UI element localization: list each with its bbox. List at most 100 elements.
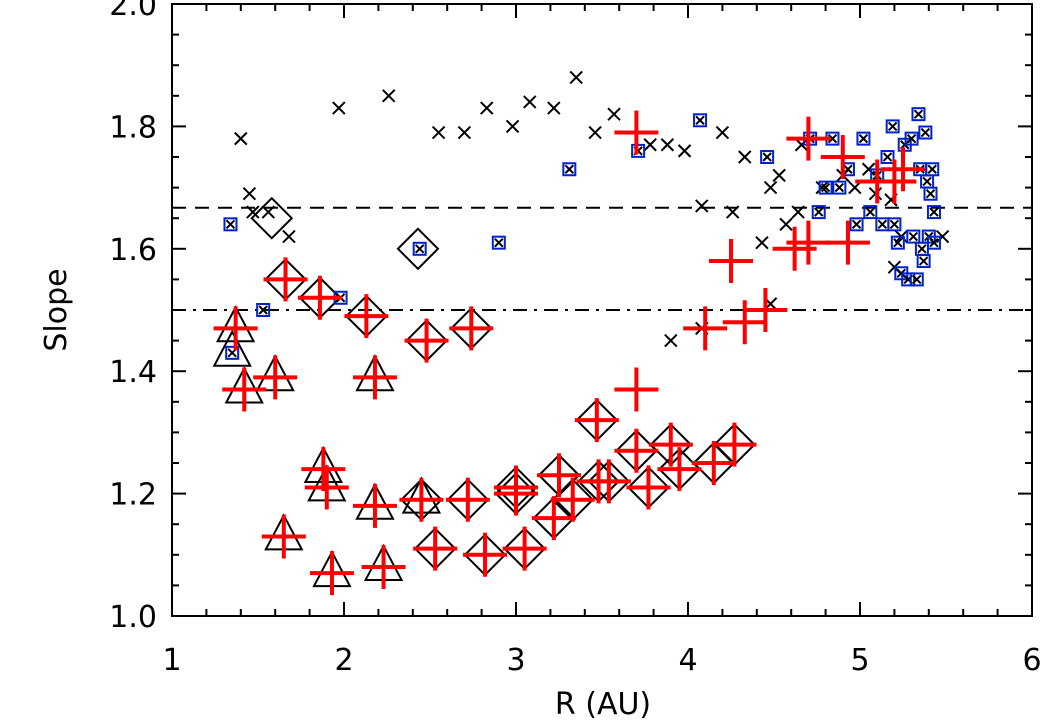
x-point bbox=[382, 89, 396, 103]
plus-point bbox=[413, 526, 458, 571]
x-point bbox=[794, 138, 809, 152]
boxed-x-point bbox=[818, 180, 833, 195]
plus-point bbox=[825, 220, 870, 265]
x-tick-label: 3 bbox=[506, 643, 525, 678]
plus-point bbox=[872, 159, 917, 204]
plus-point bbox=[404, 318, 449, 363]
boxed-x-point bbox=[904, 131, 919, 146]
plus-point bbox=[309, 551, 354, 596]
boxed-x-point bbox=[863, 205, 878, 220]
boxed-x-point bbox=[914, 241, 929, 256]
boxed-x-cross bbox=[762, 152, 772, 162]
boxed-x-square bbox=[223, 217, 238, 232]
boxed-x-square bbox=[491, 235, 506, 250]
x-point bbox=[332, 101, 346, 115]
boxed-x-cross bbox=[882, 152, 893, 162]
plus-point bbox=[683, 306, 728, 351]
boxed-x-cross bbox=[889, 219, 900, 230]
plus-point bbox=[614, 110, 659, 155]
boxed-x-point bbox=[880, 150, 895, 164]
plus-point bbox=[304, 465, 349, 510]
plus-point bbox=[722, 300, 767, 345]
x-point bbox=[763, 180, 778, 195]
boxed-x-point bbox=[920, 174, 935, 189]
plus-point bbox=[586, 459, 631, 504]
boxed-x-point bbox=[926, 205, 941, 220]
plus-point bbox=[537, 453, 581, 498]
diamond-point bbox=[250, 196, 294, 240]
boxed-x-point bbox=[856, 131, 871, 146]
boxed-x-square bbox=[832, 180, 847, 195]
boxed-x-square bbox=[849, 217, 864, 232]
y-tick-label: 1.2 bbox=[109, 478, 157, 513]
x-point bbox=[715, 125, 730, 140]
boxed-x-cross bbox=[820, 182, 831, 193]
boxed-x-point bbox=[223, 217, 238, 232]
plus-point bbox=[614, 428, 659, 473]
boxed-x-point bbox=[906, 229, 921, 244]
x-point bbox=[588, 125, 602, 140]
x-point bbox=[234, 131, 248, 146]
boxed-x-cross bbox=[929, 237, 939, 248]
plus-point bbox=[449, 306, 494, 351]
boxed-x-point bbox=[925, 162, 940, 177]
boxed-x-cross bbox=[922, 176, 932, 187]
x-point bbox=[282, 229, 296, 244]
boxed-x-cross bbox=[843, 164, 853, 174]
boxed-x-cross bbox=[695, 115, 705, 125]
plus-point bbox=[648, 422, 693, 467]
boxed-x-square bbox=[916, 254, 931, 269]
boxed-x-point bbox=[811, 205, 826, 220]
boxed-x-point bbox=[916, 254, 931, 269]
plus-point bbox=[445, 477, 490, 522]
x-point bbox=[457, 125, 472, 140]
boxed-x-point bbox=[693, 113, 708, 128]
boxed-x-cross bbox=[827, 133, 838, 144]
x-point bbox=[677, 144, 692, 158]
boxed-x-cross bbox=[564, 164, 575, 174]
boxed-x-cross bbox=[906, 133, 917, 144]
boxed-x-point bbox=[887, 217, 902, 232]
plus-point bbox=[691, 441, 736, 485]
boxed-x-point bbox=[875, 217, 890, 232]
plus-point bbox=[743, 288, 788, 332]
boxed-x-square bbox=[856, 131, 871, 146]
boxed-x-square bbox=[904, 131, 919, 146]
boxed-x-cross bbox=[920, 127, 931, 138]
plus-point bbox=[709, 239, 753, 284]
diamond-point bbox=[396, 227, 440, 271]
x-tick-label: 4 bbox=[678, 643, 697, 678]
plus-point bbox=[712, 422, 757, 467]
boxed-x-square bbox=[256, 303, 271, 317]
x-point bbox=[848, 180, 862, 195]
boxed-x-point bbox=[923, 186, 938, 201]
x-point bbox=[738, 150, 752, 164]
boxed-x-square bbox=[693, 113, 708, 128]
plus-point bbox=[531, 496, 576, 541]
boxed-x-point bbox=[909, 272, 924, 287]
boxed-x-square bbox=[562, 162, 577, 177]
plus-point bbox=[263, 257, 308, 302]
boxed-x-square bbox=[225, 345, 240, 360]
boxed-x-square bbox=[863, 205, 878, 220]
x-tick-label: 6 bbox=[1022, 643, 1041, 678]
boxed-x-cross bbox=[917, 244, 927, 254]
boxed-x-cross bbox=[225, 219, 236, 230]
plus-point bbox=[463, 532, 508, 577]
x-point bbox=[607, 107, 621, 121]
boxed-x-square bbox=[811, 205, 826, 220]
y-tick-label: 1.4 bbox=[109, 355, 157, 390]
x-point bbox=[242, 187, 257, 201]
x-point bbox=[505, 119, 520, 134]
x-point bbox=[480, 101, 494, 115]
plus-point bbox=[881, 147, 925, 192]
plus-point bbox=[352, 483, 397, 528]
x-point bbox=[664, 333, 678, 348]
boxed-x-square bbox=[918, 125, 933, 140]
boxed-x-cross bbox=[918, 256, 929, 266]
plus-point bbox=[399, 477, 444, 522]
boxed-x-point bbox=[918, 125, 933, 140]
boxed-x-cross bbox=[834, 182, 845, 193]
plus-point bbox=[352, 355, 397, 400]
x-point bbox=[523, 95, 537, 109]
